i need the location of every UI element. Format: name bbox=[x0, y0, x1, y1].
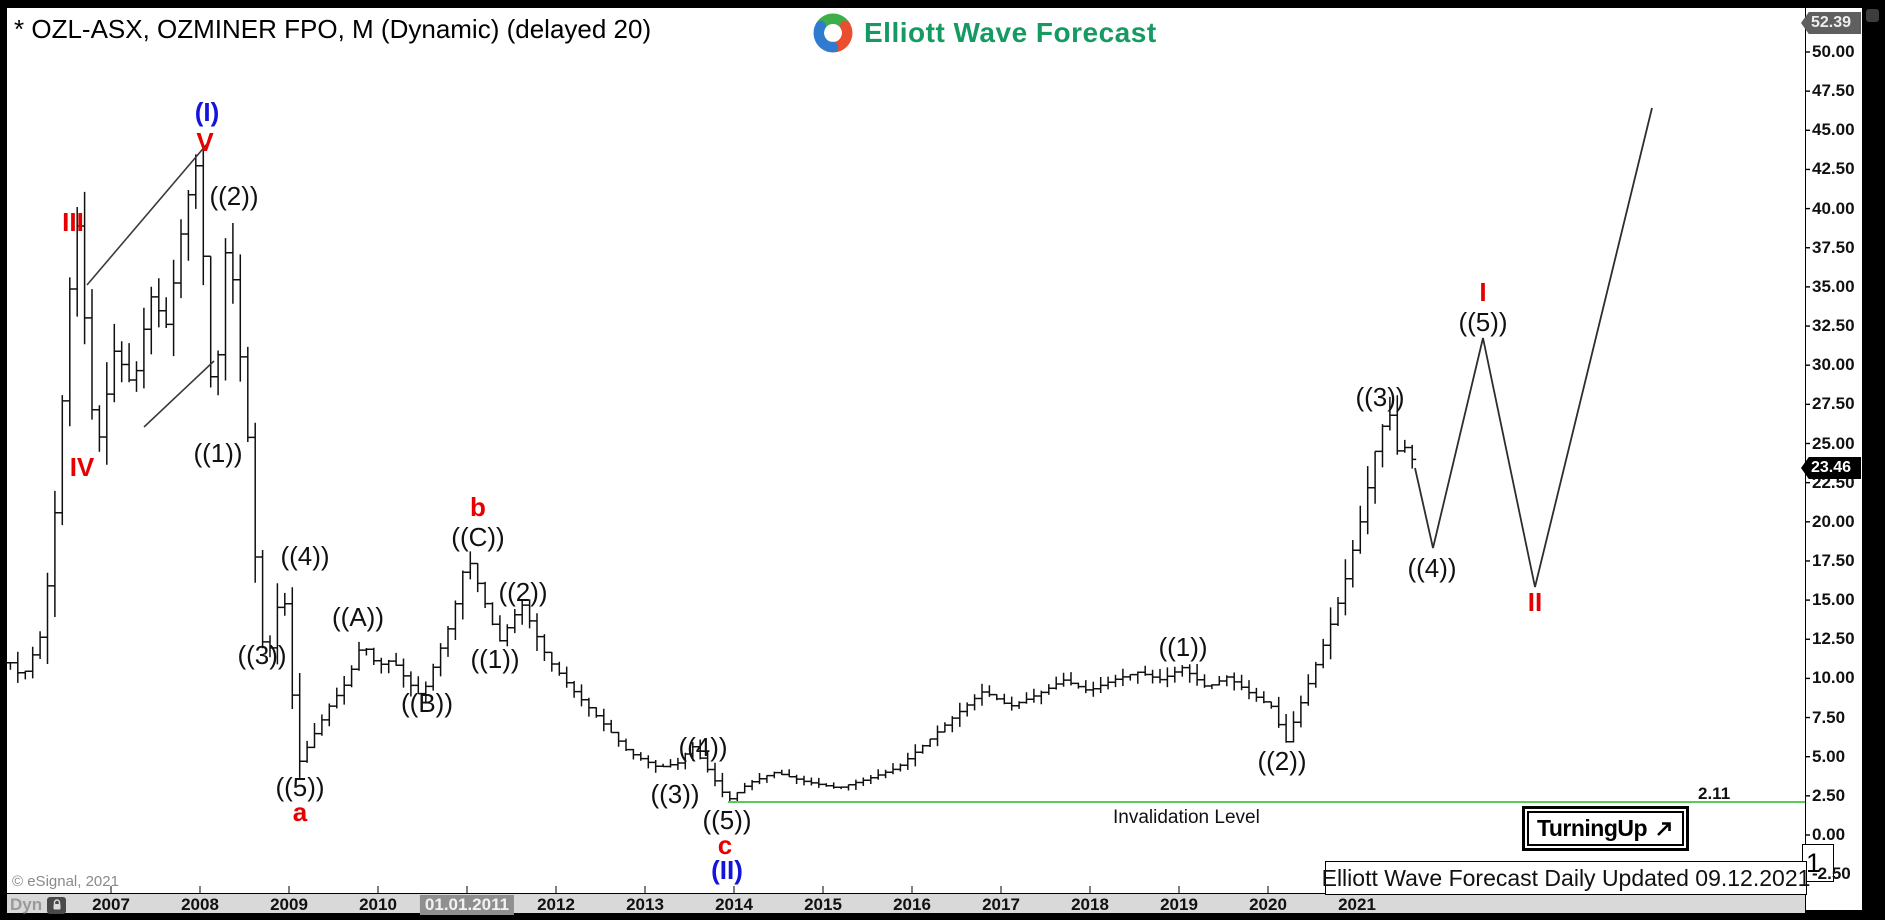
esignal-copyright: © eSignal, 2021 bbox=[12, 873, 119, 890]
price-tick-label: 37.50 bbox=[1812, 237, 1855, 257]
price-tick-label: 35.00 bbox=[1812, 276, 1855, 296]
year-label: 2010 bbox=[359, 895, 397, 914]
wave-label: a bbox=[292, 797, 308, 827]
wave-label: ((2)) bbox=[209, 181, 259, 211]
page-number[interactable]: 1 bbox=[1802, 844, 1834, 882]
dyn-label: Dyn bbox=[10, 895, 43, 914]
year-label: 2018 bbox=[1071, 895, 1109, 914]
price-tick-label: 40.00 bbox=[1812, 198, 1855, 218]
turningup-text: TurningUp bbox=[1537, 815, 1648, 841]
wave-label: c bbox=[717, 830, 733, 860]
symbol-title: * OZL-ASX, OZMINER FPO, M (Dynamic) (del… bbox=[14, 14, 652, 44]
wave-label: ((1)) bbox=[470, 644, 520, 674]
price-tick-label: 20.00 bbox=[1812, 511, 1855, 531]
wave-label: ((4)) bbox=[678, 732, 728, 762]
price-tick-label: 10.00 bbox=[1812, 668, 1855, 688]
price-tick-label: 12.50 bbox=[1812, 629, 1855, 649]
price-tick-label: -2.50 bbox=[1812, 864, 1851, 884]
year-label: 2021 bbox=[1338, 895, 1376, 914]
invalidation-level-label: Invalidation Level bbox=[1113, 807, 1260, 828]
wave-label: ((5)) bbox=[702, 805, 752, 835]
year-label: 2016 bbox=[893, 895, 931, 914]
elliott-wave-logo-icon bbox=[812, 12, 854, 54]
price-tick-label: 2.50 bbox=[1812, 785, 1846, 805]
wave-label: (I) bbox=[194, 97, 220, 127]
year-label: 2013 bbox=[626, 895, 664, 914]
window-control-icon[interactable] bbox=[1866, 9, 1879, 22]
wave-label: V bbox=[196, 127, 214, 157]
year-label: 2008 bbox=[181, 895, 219, 914]
price-tick-label: 7.50 bbox=[1812, 707, 1846, 727]
northeast-arrow-icon bbox=[1657, 821, 1671, 836]
wave-label: ((3)) bbox=[650, 779, 700, 809]
price-tick-label: 27.50 bbox=[1812, 394, 1855, 414]
price-tick-label: 25.00 bbox=[1812, 433, 1855, 453]
lock-icon[interactable] bbox=[47, 896, 67, 914]
year-label: 01.01.2011 bbox=[419, 895, 515, 915]
last-price-tag: 23.46 bbox=[1801, 457, 1861, 479]
year-label: 2019 bbox=[1160, 895, 1198, 914]
wave-label: ((5)) bbox=[275, 772, 325, 802]
wave-label: ((2)) bbox=[1257, 746, 1307, 776]
year-label: 2020 bbox=[1249, 895, 1287, 914]
session-high-tag: 52.39 bbox=[1801, 12, 1861, 34]
wave-label: ((B)) bbox=[401, 688, 453, 718]
wave-label: ((3)) bbox=[237, 640, 287, 670]
wave-label: ((C)) bbox=[451, 522, 505, 552]
year-label: 2007 bbox=[92, 895, 130, 914]
price-tick-label: 50.00 bbox=[1812, 42, 1855, 61]
year-label: 2017 bbox=[982, 895, 1020, 914]
price-tick-label: 45.00 bbox=[1812, 120, 1855, 140]
wave-label: I bbox=[1479, 277, 1487, 307]
price-tick-label: 47.50 bbox=[1812, 81, 1855, 101]
price-tick-label: 15.00 bbox=[1812, 590, 1855, 610]
wave-label: ((5)) bbox=[1458, 307, 1508, 337]
wave-label: ((A)) bbox=[332, 602, 384, 632]
elliott-wave-logo: Elliott Wave Forecast bbox=[812, 12, 1157, 54]
price-tick-label: 30.00 bbox=[1812, 355, 1855, 375]
invalidation-price-label: 2.11 bbox=[1698, 784, 1731, 803]
dyn-mode-chip[interactable]: Dyn bbox=[10, 895, 67, 915]
turningup-badge: TurningUp bbox=[1522, 806, 1690, 851]
price-tick-label: 42.50 bbox=[1812, 159, 1855, 179]
price-tick-label: 32.50 bbox=[1812, 316, 1855, 336]
price-tick-label: 0.00 bbox=[1812, 825, 1846, 844]
wave-label: ((4)) bbox=[280, 541, 330, 571]
price-tick-label: 17.50 bbox=[1812, 550, 1855, 570]
wave-label: ((4)) bbox=[1407, 553, 1457, 583]
year-label: 2015 bbox=[804, 895, 842, 914]
wave-label: III bbox=[62, 207, 84, 237]
wave-label: ((1)) bbox=[193, 438, 243, 468]
wave-label: b bbox=[470, 492, 486, 522]
year-label: 2014 bbox=[715, 895, 753, 914]
wave-label: IV bbox=[69, 452, 95, 482]
price-tick-label: 5.00 bbox=[1812, 746, 1846, 766]
year-label: 2009 bbox=[270, 895, 308, 914]
daily-updated-note: Elliott Wave Forecast Daily Updated 09.1… bbox=[1322, 861, 1810, 895]
wave-label: ((3)) bbox=[1355, 382, 1405, 412]
wave-label: ((1)) bbox=[1158, 632, 1208, 662]
year-label: 2012 bbox=[537, 895, 575, 914]
wave-label: II bbox=[1527, 587, 1543, 617]
wave-label: ((2)) bbox=[498, 577, 548, 607]
logo-text: Elliott Wave Forecast bbox=[864, 17, 1157, 48]
wave-label: (II) bbox=[711, 855, 743, 885]
